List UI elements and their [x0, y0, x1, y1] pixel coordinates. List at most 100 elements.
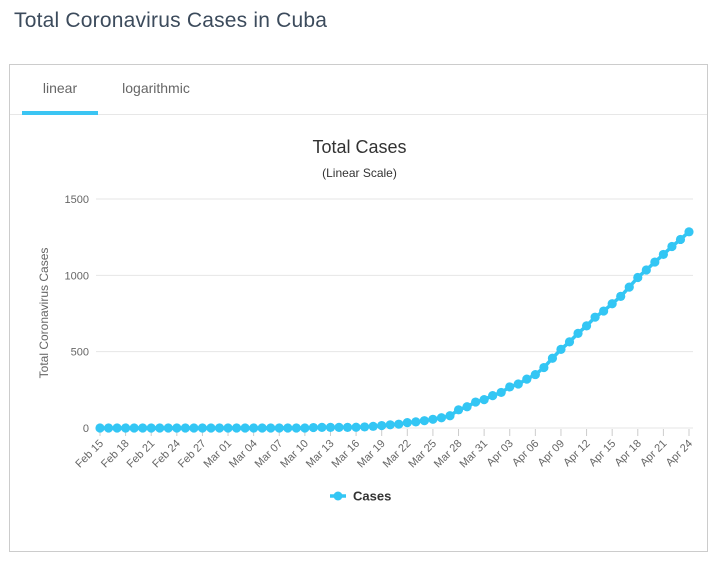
data-point[interactable] — [351, 422, 361, 432]
y-axis-labels: 0 500 1000 1500 — [65, 194, 89, 435]
legend-label: Cases — [353, 489, 391, 504]
data-point[interactable] — [394, 419, 404, 429]
legend-marker-dot — [333, 491, 343, 501]
data-point[interactable] — [103, 423, 114, 433]
data-point[interactable] — [249, 423, 259, 433]
data-point[interactable] — [283, 423, 293, 433]
data-point[interactable] — [590, 312, 600, 322]
chart-card: linear logarithmic Total Cases (Linear S… — [9, 64, 708, 552]
data-point[interactable] — [360, 422, 370, 432]
data-point[interactable] — [138, 423, 148, 433]
data-point[interactable] — [556, 344, 566, 354]
data-point[interactable] — [95, 423, 105, 433]
data-point[interactable] — [266, 423, 276, 433]
chart-title: Total Cases — [312, 137, 406, 157]
data-point[interactable] — [599, 306, 609, 316]
data-point[interactable] — [513, 379, 523, 389]
cases-series[interactable] — [95, 227, 694, 433]
data-point[interactable] — [505, 382, 515, 392]
data-point[interactable] — [197, 423, 208, 433]
x-tick-label: Apr 06 — [510, 438, 541, 469]
scale-tabbar: linear logarithmic — [10, 65, 707, 115]
data-point[interactable] — [547, 353, 558, 363]
data-point[interactable] — [342, 422, 353, 432]
data-point[interactable] — [180, 423, 190, 433]
data-point[interactable] — [189, 423, 199, 433]
data-point[interactable] — [300, 423, 310, 433]
data-point[interactable] — [573, 328, 583, 338]
data-point[interactable] — [641, 265, 651, 275]
data-point[interactable] — [291, 423, 301, 433]
data-point[interactable] — [667, 241, 677, 252]
y-tick-label: 500 — [71, 347, 89, 359]
data-point[interactable] — [650, 257, 660, 267]
data-point[interactable] — [530, 369, 540, 380]
y-tick-label: 1000 — [65, 270, 89, 282]
data-point[interactable] — [470, 397, 481, 407]
tab-linear[interactable]: linear — [42, 80, 78, 96]
y-tick-label: 0 — [83, 423, 89, 435]
data-point[interactable] — [240, 423, 250, 433]
x-tick-label: Apr 12 — [561, 438, 592, 469]
active-tab-underline — [22, 111, 98, 115]
data-point[interactable] — [214, 423, 225, 433]
data-point[interactable] — [231, 423, 242, 433]
data-point[interactable] — [334, 422, 344, 432]
data-point[interactable] — [274, 423, 284, 433]
x-tick-label: Apr 24 — [664, 438, 695, 469]
data-point[interactable] — [368, 421, 378, 431]
data-point[interactable] — [675, 234, 686, 245]
data-point[interactable] — [479, 395, 489, 405]
cases-line — [100, 230, 691, 430]
data-point[interactable] — [453, 405, 464, 415]
data-point[interactable] — [633, 272, 643, 283]
data-point[interactable] — [172, 423, 182, 433]
data-point[interactable] — [385, 420, 395, 430]
data-point[interactable] — [684, 227, 694, 237]
data-point[interactable] — [377, 420, 387, 431]
data-point[interactable] — [419, 416, 429, 426]
data-point[interactable] — [522, 374, 532, 384]
data-point[interactable] — [155, 423, 165, 433]
x-tick-label: Apr 03 — [484, 438, 515, 469]
data-point[interactable] — [325, 422, 336, 432]
legend-cases[interactable]: Cases — [330, 489, 391, 504]
data-point[interactable] — [308, 422, 319, 433]
tab-logarithmic[interactable]: logarithmic — [122, 80, 190, 96]
chart-area: Total Cases (Linear Scale) Total Coronav… — [10, 115, 709, 552]
data-point[interactable] — [402, 418, 412, 428]
x-tick-label: Apr 09 — [536, 438, 567, 469]
data-point[interactable] — [112, 423, 122, 433]
data-point[interactable] — [257, 423, 267, 433]
data-point[interactable] — [581, 321, 592, 331]
data-point[interactable] — [317, 422, 327, 432]
x-tick-label: Mar 31 — [458, 438, 491, 471]
y-tick-label: 1500 — [65, 194, 89, 206]
data-point[interactable] — [496, 387, 506, 398]
data-point[interactable] — [445, 411, 455, 421]
data-point[interactable] — [539, 362, 549, 373]
total-cases-chart: Total Cases (Linear Scale) Total Coronav… — [37, 137, 695, 504]
data-point[interactable] — [223, 423, 233, 433]
data-point[interactable] — [129, 423, 139, 433]
x-tick-label: Apr 21 — [638, 438, 669, 469]
data-point[interactable] — [121, 423, 131, 433]
data-point[interactable] — [564, 337, 575, 347]
y-axis-title: Total Coronavirus Cases — [37, 248, 51, 379]
data-point[interactable] — [462, 402, 472, 412]
data-point[interactable] — [163, 423, 173, 433]
data-point[interactable] — [624, 282, 634, 292]
data-point[interactable] — [428, 414, 438, 424]
data-point[interactable] — [411, 417, 421, 427]
data-point[interactable] — [607, 299, 617, 309]
data-point[interactable] — [658, 249, 668, 260]
data-point[interactable] — [206, 423, 216, 433]
data-point[interactable] — [146, 423, 156, 433]
page-title: Total Coronavirus Cases in Cuba — [14, 9, 328, 32]
data-point[interactable] — [488, 391, 498, 401]
data-point[interactable] — [436, 413, 447, 423]
x-tick-label: Apr 18 — [612, 438, 643, 469]
x-tick-label: Apr 15 — [587, 438, 618, 469]
data-point[interactable] — [616, 291, 626, 302]
